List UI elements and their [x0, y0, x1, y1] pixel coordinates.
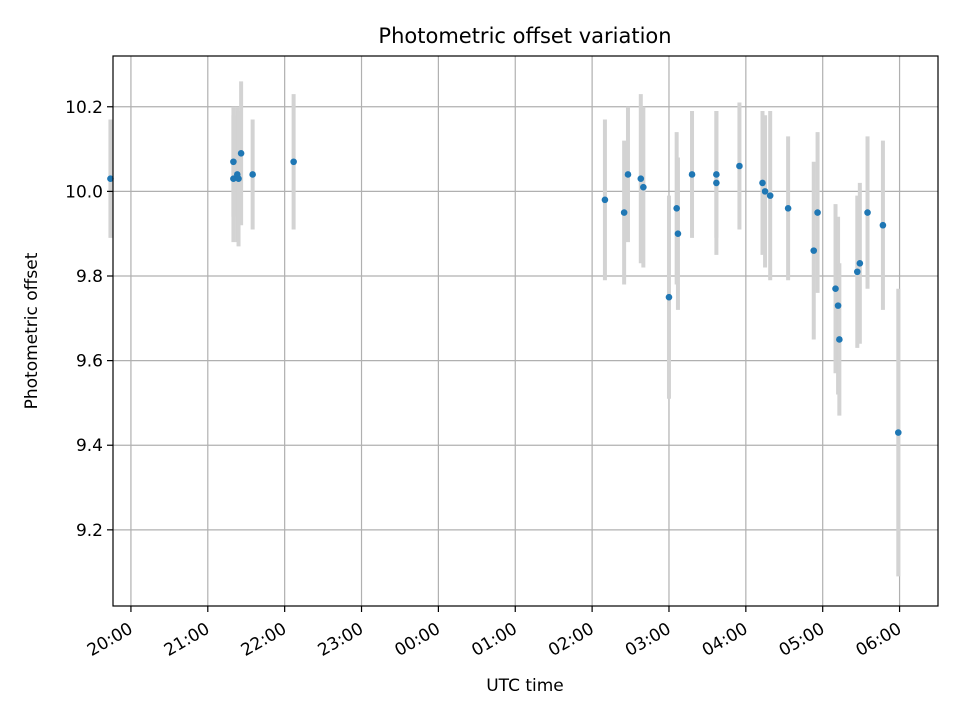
data-point — [674, 230, 682, 237]
data-point — [688, 171, 696, 178]
data-point — [856, 260, 864, 267]
data-point — [810, 247, 818, 254]
data-point — [620, 209, 628, 216]
data-point — [766, 192, 774, 199]
y-tick-label: 10.0 — [65, 182, 103, 202]
data-point — [864, 209, 871, 216]
y-tick-label: 9.8 — [76, 267, 103, 287]
data-point — [249, 171, 256, 178]
data-point — [761, 188, 769, 195]
data-point — [235, 175, 242, 182]
data-point — [736, 162, 743, 170]
data-point — [665, 293, 673, 301]
x-axis-label: UTC time — [486, 676, 564, 696]
data-point — [836, 336, 843, 343]
data-point — [814, 209, 821, 216]
y-tick-label: 9.4 — [76, 436, 103, 456]
y-tick-label: 10.2 — [65, 98, 103, 118]
data-point — [713, 171, 720, 178]
grid-layer — [113, 56, 938, 606]
point-layer — [107, 150, 902, 436]
data-point — [673, 205, 680, 212]
data-point — [834, 302, 842, 309]
data-point — [230, 175, 237, 182]
chart-title: Photometric offset variation — [378, 24, 671, 48]
data-point — [107, 175, 114, 182]
y-axis-ticks: 9.2 9.4 9.6 9.8 10.0 10.2 — [65, 98, 113, 541]
data-point — [759, 179, 766, 187]
data-point — [601, 196, 609, 204]
data-point — [853, 268, 861, 276]
data-point — [637, 175, 645, 182]
data-point — [832, 285, 839, 292]
y-axis-label: Photometric offset — [22, 252, 42, 409]
data-point — [624, 171, 632, 178]
data-point — [290, 158, 297, 166]
data-point — [237, 150, 245, 157]
plot-frame — [112, 55, 939, 607]
data-point — [879, 221, 887, 229]
data-point — [713, 179, 720, 187]
data-point — [230, 158, 237, 166]
y-tick-label: 9.2 — [76, 521, 103, 541]
data-point — [894, 429, 902, 436]
data-point — [640, 183, 647, 191]
data-point — [784, 205, 792, 212]
y-tick-label: 9.6 — [76, 352, 103, 372]
